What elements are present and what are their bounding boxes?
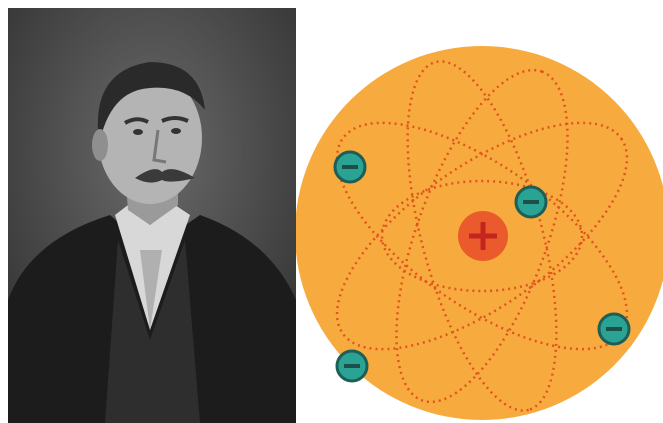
nucleus bbox=[458, 211, 508, 261]
portrait-photo bbox=[8, 8, 296, 423]
figure bbox=[0, 0, 663, 423]
atom-diagram bbox=[295, 46, 663, 423]
page: (() => { const data = JSON.parse(documen… bbox=[0, 0, 663, 423]
